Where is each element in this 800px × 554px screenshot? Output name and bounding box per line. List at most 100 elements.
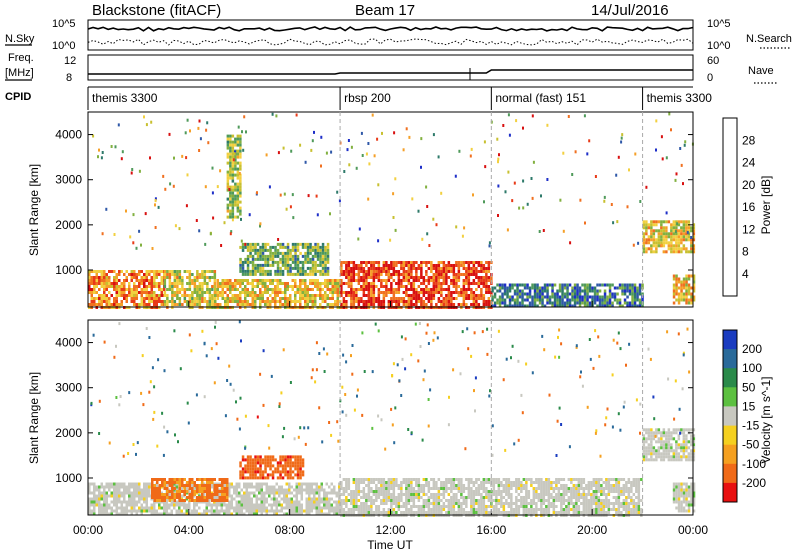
- heatmap-cell: [319, 269, 322, 273]
- heatmap-cell: [435, 285, 438, 288]
- heatmap-cell: [266, 272, 270, 276]
- heatmap-cell: [606, 301, 609, 305]
- heatmap-cell: [198, 506, 201, 510]
- heatmap-cell: [677, 247, 681, 251]
- heatmap-cell: [355, 264, 358, 267]
- heatmap-cell: [417, 267, 421, 270]
- heatmap-cell: [450, 291, 453, 294]
- heatmap-cell: [487, 511, 491, 514]
- heatmap-cell: [166, 300, 169, 303]
- heatmap-cell: [687, 292, 691, 296]
- heatmap-cell: [455, 273, 458, 276]
- heatmap-cell: [176, 481, 179, 484]
- heatmap-cell: [380, 282, 383, 285]
- heatmap-cell: [269, 294, 272, 297]
- heatmap-cell: [425, 273, 428, 276]
- heatmap-cell: [440, 499, 443, 502]
- heatmap-cell: [591, 286, 594, 290]
- heatmap-cell: [316, 269, 320, 273]
- heatmap-cell: [125, 297, 128, 300]
- heatmap-cell: [350, 300, 353, 303]
- heatmap-cell: [90, 509, 93, 513]
- heatmap-cell: [103, 276, 106, 279]
- heatmap-cell: [198, 282, 202, 285]
- heatmap-cell: [248, 503, 251, 507]
- heatmap-cell: [445, 273, 448, 276]
- heatmap-cell: [355, 273, 358, 276]
- heatmap-cell: [133, 291, 136, 294]
- heatmap-cell: [692, 235, 696, 239]
- heatmap-cell: [407, 478, 411, 481]
- heatmap-cell: [291, 245, 295, 249]
- heatmap-cell: [447, 493, 451, 496]
- heatmap-cell: [224, 282, 227, 285]
- heatmap-cell: [362, 300, 366, 303]
- heatmap-cell: [470, 270, 473, 273]
- heatmap-cell: [652, 229, 656, 233]
- heatmap-cell: [163, 509, 166, 513]
- heatmap-cell: [687, 232, 691, 236]
- heatmap-cell: [516, 301, 519, 305]
- heatmap-cell: [598, 295, 602, 299]
- heatmap-cell: [475, 502, 478, 505]
- heatmap-cell: [228, 485, 231, 489]
- heatmap-cell: [576, 286, 579, 290]
- heatmap-cell: [395, 478, 398, 481]
- heatmap-cell: [193, 276, 197, 279]
- heatmap-cell: [173, 270, 177, 273]
- heatmap-cell: [180, 494, 183, 498]
- heatmap-cell: [407, 264, 411, 267]
- heatmap-cell: [357, 264, 361, 267]
- freq-tick-high: 12: [64, 55, 76, 67]
- heatmap-cell: [310, 506, 313, 510]
- heatmap-cell: [392, 484, 396, 487]
- heatmap-cell: [390, 285, 393, 288]
- heatmap-cell: [115, 285, 118, 288]
- heatmap-cell: [586, 295, 589, 299]
- heatmap-cell: [173, 478, 176, 481]
- heatmap-cell: [377, 291, 381, 294]
- heatmap-cell: [231, 191, 235, 195]
- heatmap-cell: [291, 279, 294, 282]
- nsearch-trace: [87, 38, 694, 46]
- heatmap-cell: [642, 241, 646, 245]
- heatmap-cell: [347, 261, 351, 264]
- heatmap-cell: [175, 509, 178, 513]
- heatmap-cell: [186, 484, 189, 487]
- heatmap-cell: [316, 279, 319, 282]
- heatmap-cell: [470, 481, 473, 484]
- heatmap-cell: [472, 270, 476, 273]
- heatmap-cell: [304, 272, 307, 276]
- heatmap-cell: [226, 152, 230, 156]
- heatmap-cell: [284, 251, 287, 255]
- heatmap-cell: [336, 279, 339, 282]
- heatmap-cell: [226, 137, 230, 141]
- heatmap-cell: [125, 279, 128, 282]
- heatmap-cell: [652, 220, 656, 224]
- heatmap-cell: [491, 289, 494, 293]
- heatmap-cell: [185, 512, 188, 516]
- heatmap-cell: [462, 291, 466, 294]
- heatmap-cell: [563, 286, 567, 290]
- heatmap-cell: [675, 280, 678, 284]
- heatmap-cell: [320, 512, 323, 516]
- heatmap-cell: [148, 300, 151, 303]
- heatmap-cell: [321, 257, 325, 261]
- heatmap-cell: [215, 512, 218, 516]
- heatmap-cell: [680, 283, 683, 287]
- heatmap-cell: [333, 491, 336, 495]
- heatmap-cell: [88, 503, 91, 507]
- heatmap-cell: [226, 176, 230, 180]
- heatmap-cell: [680, 247, 683, 251]
- heatmap-cell: [435, 502, 438, 505]
- heatmap-cell: [662, 235, 666, 239]
- heatmap-cell: [88, 512, 91, 516]
- heatmap-cell: [250, 509, 253, 513]
- heatmap-cell: [138, 506, 141, 510]
- heatmap-cell: [166, 481, 169, 484]
- heatmap-cell: [425, 264, 428, 267]
- heatmap-cell: [682, 295, 686, 299]
- heatmap-cell: [240, 512, 243, 516]
- heatmap-cell: [687, 301, 691, 305]
- heatmap-cell: [375, 487, 378, 490]
